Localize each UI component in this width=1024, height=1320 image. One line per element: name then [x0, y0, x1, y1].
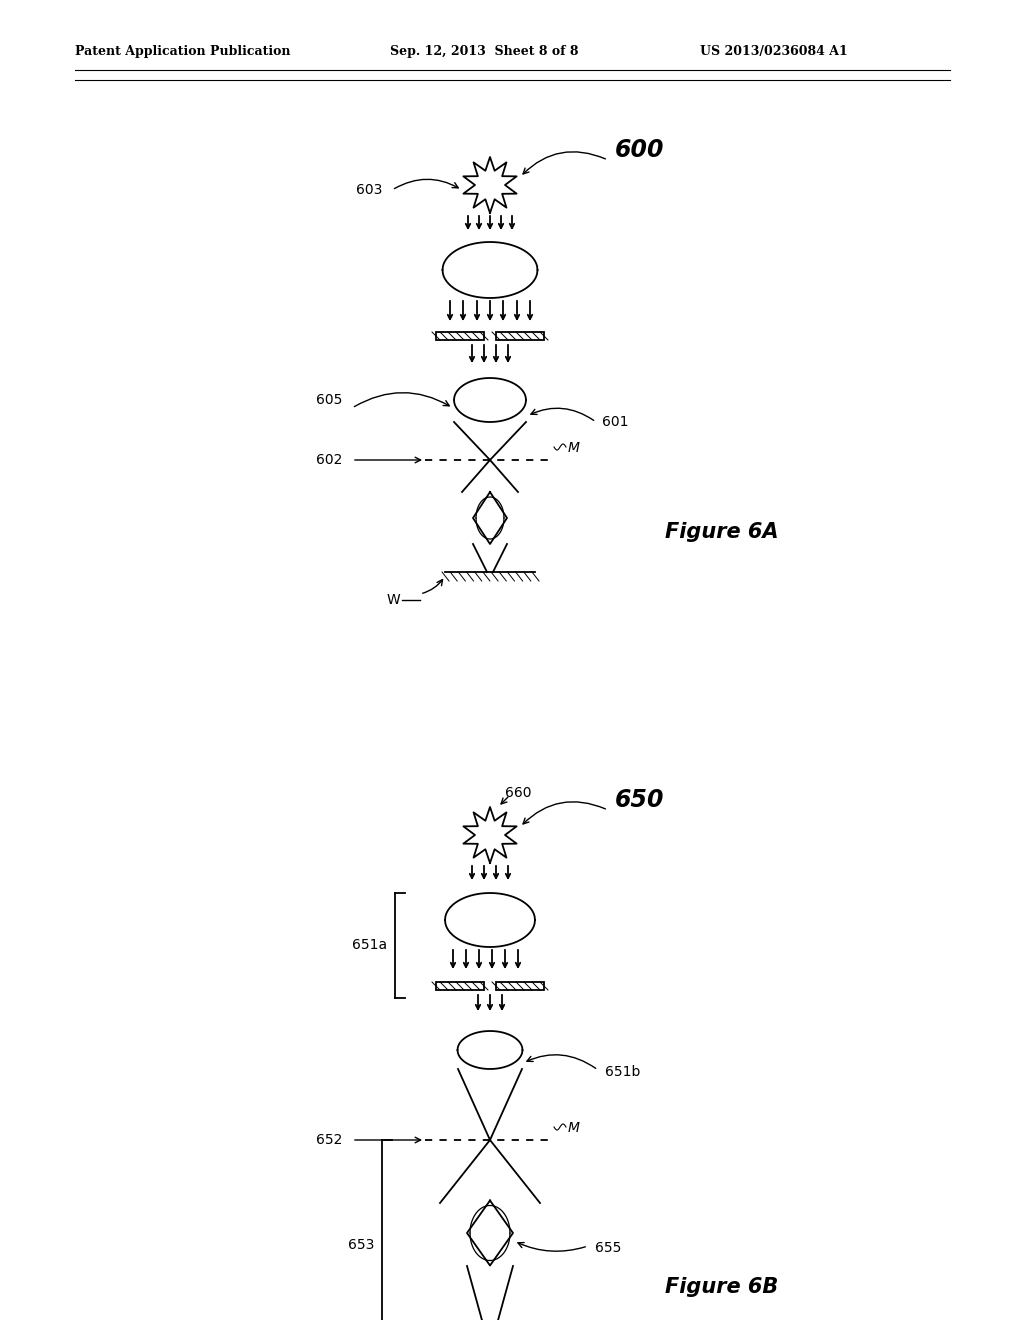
Text: 605: 605 [315, 393, 342, 407]
Bar [496, 982, 544, 990]
Text: 655: 655 [595, 1241, 622, 1255]
Text: Figure 6A: Figure 6A [665, 521, 778, 543]
Text: 660: 660 [505, 785, 531, 800]
Text: Figure 6B: Figure 6B [665, 1276, 778, 1298]
Text: 651b: 651b [605, 1065, 640, 1078]
Text: 651a: 651a [352, 939, 387, 952]
Bar [436, 333, 484, 341]
Bar [436, 982, 484, 990]
Text: 603: 603 [355, 183, 382, 197]
Bar [496, 333, 544, 341]
Text: Patent Application Publication: Patent Application Publication [75, 45, 291, 58]
Text: 601: 601 [602, 414, 629, 429]
Text: M: M [568, 1121, 580, 1135]
Text: 653: 653 [347, 1238, 374, 1251]
Text: M: M [568, 441, 580, 455]
Text: US 2013/0236084 A1: US 2013/0236084 A1 [700, 45, 848, 58]
Text: W: W [386, 593, 400, 607]
Text: Sep. 12, 2013  Sheet 8 of 8: Sep. 12, 2013 Sheet 8 of 8 [390, 45, 579, 58]
Text: 602: 602 [315, 453, 342, 467]
Text: 652: 652 [315, 1133, 342, 1147]
Text: 650: 650 [615, 788, 665, 812]
Text: 600: 600 [615, 139, 665, 162]
